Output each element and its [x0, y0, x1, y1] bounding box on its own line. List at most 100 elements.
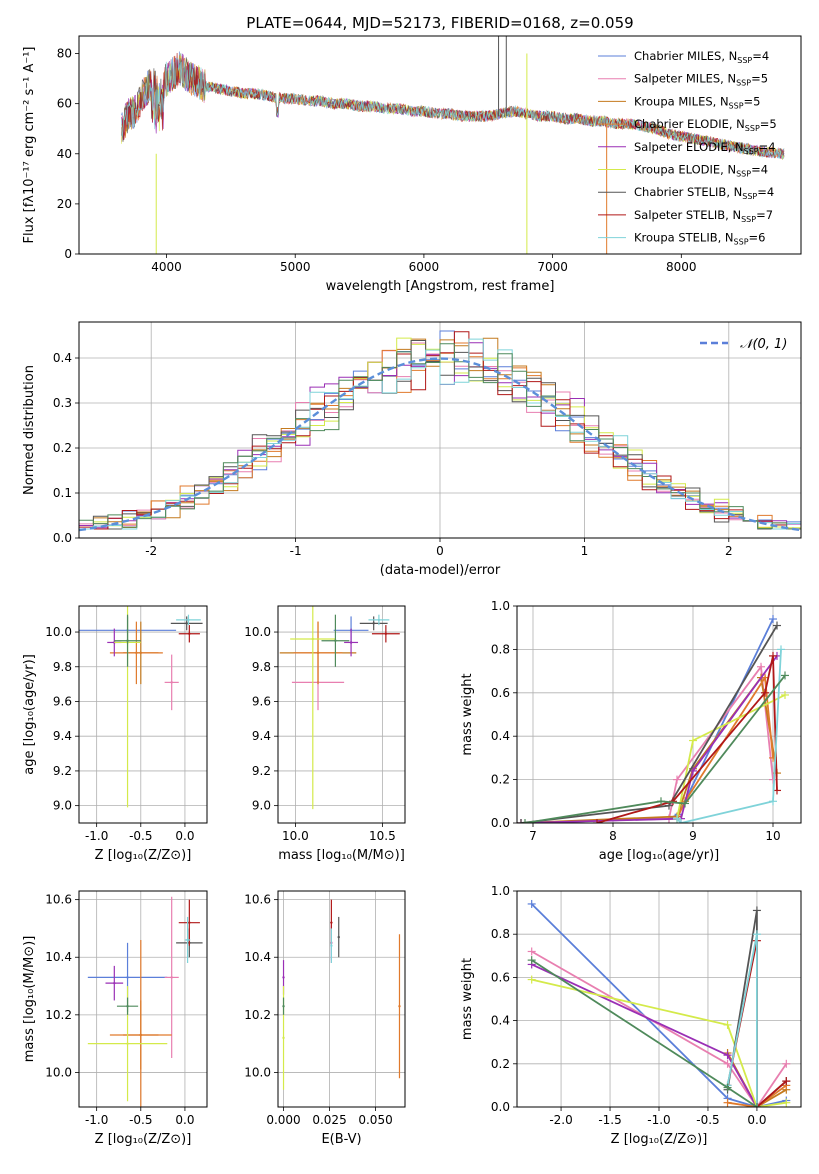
x-axis-label: wavelength [Angstrom, rest frame] — [326, 279, 555, 294]
x-tick-label: 8000 — [666, 260, 697, 274]
legend-subscript: SSP — [744, 147, 759, 156]
legend-suffix: =4 — [752, 49, 769, 63]
data-point — [377, 618, 381, 622]
legend-entry: Kroupa STELIB, NSSP=6 — [634, 231, 765, 247]
y-tick-label: 9.4 — [53, 729, 72, 743]
y-tick-label: 9.6 — [252, 694, 271, 708]
x-axis-label: E(B-V) — [321, 1132, 361, 1147]
x-tick-label: 0.0 — [175, 829, 194, 843]
y-axis-label: age [log₁₀(age/yr)] — [22, 654, 37, 775]
y-tick-label: 0.2 — [491, 773, 510, 787]
data-point — [170, 681, 173, 684]
x-tick-label: -0.5 — [696, 1113, 719, 1127]
x-tick-label: -2.0 — [549, 1113, 572, 1127]
legend-entry: Salpeter MILES, NSSP=5 — [634, 72, 768, 88]
legend-entry: 𝒩(0, 1) — [740, 337, 787, 352]
legend-text: Salpeter MILES, N — [634, 72, 736, 86]
data-point — [282, 1005, 285, 1008]
histogram-series — [79, 337, 801, 530]
y-tick-label: 20 — [57, 197, 72, 211]
legend-subscript: SSP — [737, 56, 752, 65]
x-tick-label: 2 — [725, 544, 733, 558]
data-point — [188, 632, 191, 635]
axes-frame — [78, 321, 802, 539]
x-axis-label: mass [log₁₀(M/M⊙)] — [278, 848, 405, 863]
legend-text: Salpeter ELODIE, N — [634, 140, 744, 154]
series-line — [524, 674, 786, 823]
y-tick-label: 60 — [57, 97, 72, 111]
data-point — [337, 935, 340, 939]
x-axis-label: Z [log₁₀(Z/Z⊙)] — [611, 1132, 708, 1147]
series-line — [727, 1084, 787, 1107]
plot-area — [527, 899, 791, 1107]
panel-massweight_vs_Z: -2.0 -1.5 -1.0 -0.5 0.0 0.0 0.2 0.4 0.6 0.8 1.0 Z [… — [460, 884, 802, 1147]
x-tick-label: 6000 — [409, 260, 440, 274]
plot-area — [121, 36, 785, 254]
legend-subscript: SSP — [736, 170, 751, 179]
data-point — [135, 651, 138, 655]
y-tick-label: 10.6 — [45, 893, 72, 907]
y-tick-label: 0.1 — [53, 486, 72, 500]
panel-residuals: -2 -1 0 1 2 0.0 0.1 0.2 0.3 0.4 (data-model)/error… — [22, 321, 802, 578]
legend-entry: Chabrier STELIB, NSSP=4 — [634, 185, 774, 201]
y-tick-label: 0.4 — [491, 1014, 510, 1028]
x-tick-label: 7000 — [537, 260, 568, 274]
legend-text: Chabrier ELODIE, N — [634, 117, 745, 131]
y-tick-label: 0.8 — [491, 927, 510, 941]
legend-suffix: =6 — [749, 231, 766, 245]
y-tick-label: 9.2 — [252, 764, 271, 778]
figure-title: PLATE=0644, MJD=52173, FIBERID=0168, z=0… — [246, 14, 633, 32]
legend-suffix: =4 — [751, 163, 768, 177]
legend-entry: Salpeter STELIB, NSSP=7 — [634, 208, 773, 224]
legend-text: Kroupa MILES, N — [634, 94, 729, 108]
y-tick-label: 10.6 — [244, 893, 271, 907]
legend-entry: Chabrier ELODIE, NSSP=5 — [634, 117, 777, 133]
plot-area — [517, 615, 789, 823]
legend-suffix: =5 — [760, 117, 777, 131]
y-tick-label: 1.0 — [491, 884, 510, 898]
y-tick-label: 80 — [57, 47, 72, 61]
x-tick-label: 5000 — [280, 260, 311, 274]
series-line — [531, 959, 758, 1107]
legend-subscript: SSP — [745, 124, 760, 133]
y-tick-label: 10.0 — [45, 1065, 72, 1079]
data-point — [330, 921, 333, 924]
y-tick-label: 10.0 — [244, 625, 271, 639]
y-tick-label: 9.8 — [252, 660, 271, 674]
plot-area — [79, 606, 203, 808]
x-tick-label: -1.5 — [598, 1113, 621, 1127]
data-point — [185, 622, 188, 625]
legend-text: Kroupa STELIB, N — [634, 231, 734, 245]
series-line — [531, 903, 787, 1107]
data-point — [316, 651, 320, 655]
x-tick-label: 8 — [609, 829, 617, 843]
y-tick-label: 1.0 — [491, 599, 510, 613]
y-tick-label: 0.0 — [53, 531, 72, 545]
x-tick-label: -2 — [145, 544, 157, 558]
y-tick-label: 9.0 — [53, 799, 72, 813]
legend-subscript: SSP — [734, 238, 749, 247]
panel-mass_vs_ebv: 0.000 0.025 0.050 10.0 10.2 10.4 10.6 E(B-V) — [244, 890, 406, 1147]
axes-frame — [277, 890, 406, 1108]
panel-spectrum: 4000 5000 6000 7000 8000 0 20 40 60 80 wavelength … — [22, 35, 802, 294]
y-tick-label: 0.3 — [53, 396, 72, 410]
x-tick-label: 0.0 — [175, 1113, 194, 1127]
y-axis-label: mass weight — [460, 958, 475, 1040]
legend-text: Salpeter STELIB, N — [634, 208, 741, 222]
x-tick-label: 0.025 — [312, 1113, 346, 1127]
legend-subscript: SSP — [741, 215, 756, 224]
data-point — [398, 1005, 401, 1008]
data-point — [188, 921, 191, 924]
spectrum-line — [121, 57, 785, 159]
legend-suffix: =5 — [744, 94, 761, 108]
x-tick-label: 0.000 — [266, 1113, 300, 1127]
y-tick-label: 9.2 — [53, 764, 72, 778]
y-tick-label: 10.4 — [45, 950, 72, 964]
axes-frame — [516, 890, 802, 1108]
legend-entry: Salpeter ELODIE, NSSP=4 — [634, 140, 776, 156]
legend-text: Chabrier MILES, N — [634, 49, 737, 63]
series-line — [676, 649, 782, 823]
x-axis-label: age [log₁₀(age/yr)] — [599, 848, 720, 863]
x-tick-label: -1 — [290, 544, 302, 558]
